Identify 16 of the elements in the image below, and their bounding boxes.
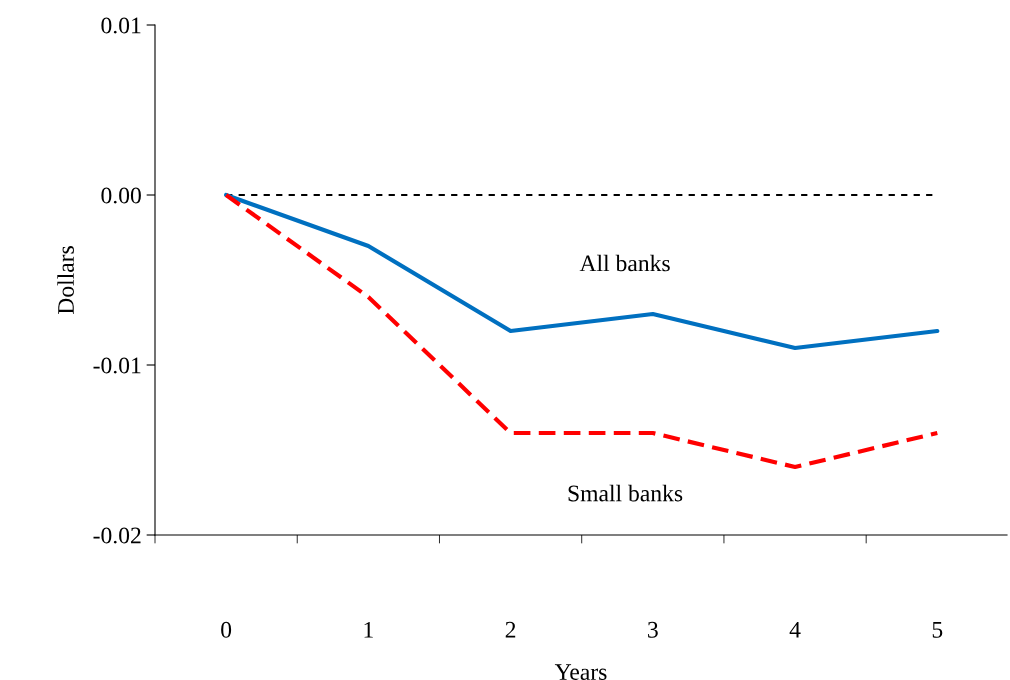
y-axis-title: Dollars — [57, 246, 74, 315]
y-tick-label: 0.00 — [101, 187, 141, 204]
y-tick-label: 0.01 — [101, 17, 141, 34]
x-tick-label: 3 — [648, 621, 658, 638]
x-tick-label: 5 — [932, 622, 943, 638]
y-tick-label: -0.02 — [93, 527, 141, 544]
x-tick-label: 4 — [789, 621, 801, 638]
series-label: All banks — [579, 254, 670, 272]
x-axis-title: Years — [554, 664, 607, 680]
line-series — [224, 192, 940, 351]
x-tick-label: 0 — [221, 621, 232, 638]
line-series — [224, 192, 940, 470]
series-label: Small banks — [568, 484, 683, 502]
x-tick-label: 1 — [364, 621, 373, 638]
y-tick-label: -0.01 — [93, 357, 141, 374]
x-tick-label: 2 — [505, 621, 516, 638]
